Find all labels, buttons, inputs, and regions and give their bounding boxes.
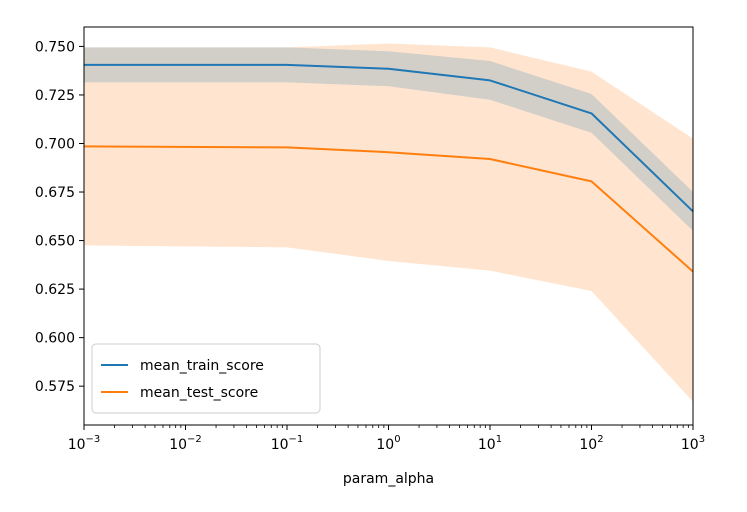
x-tick-label: 102 bbox=[579, 434, 603, 453]
line-mean_test_score bbox=[83, 145, 694, 273]
x-tick-label: 10−2 bbox=[169, 434, 202, 453]
legend: mean_train_score mean_test_score bbox=[91, 343, 321, 414]
y-tick-label: 0.750 bbox=[35, 39, 75, 55]
x-axis: 10−3 10−2 10−1 100 101 102 103 bbox=[68, 425, 705, 453]
x-tick-label: 10−1 bbox=[271, 434, 304, 453]
series-lines bbox=[83, 63, 694, 273]
band-mean_test_score bbox=[84, 43, 693, 402]
legend-label: mean_test_score bbox=[140, 385, 258, 401]
x-tick-label: 103 bbox=[681, 434, 705, 453]
legend-label: mean_train_score bbox=[140, 358, 264, 374]
x-tick-label: 100 bbox=[376, 434, 400, 453]
confidence-bands bbox=[84, 43, 693, 402]
band-mean_train_score bbox=[84, 47, 693, 231]
x-tick-label: 10−3 bbox=[68, 434, 101, 453]
y-tick-label: 0.650 bbox=[35, 234, 75, 250]
x-axis-label: param_alpha bbox=[343, 471, 434, 487]
x-tick-label: 101 bbox=[478, 434, 502, 453]
y-tick-label: 0.700 bbox=[35, 136, 75, 152]
y-tick-label: 0.600 bbox=[35, 331, 75, 347]
y-tick-label: 0.575 bbox=[35, 379, 75, 395]
legend-box bbox=[91, 343, 321, 414]
line-mean_train_score bbox=[84, 63, 694, 213]
y-tick-label: 0.625 bbox=[35, 282, 75, 298]
y-tick-label: 0.675 bbox=[35, 185, 75, 201]
y-axis: 0.575 0.600 0.625 0.650 0.675 0.700 0.725 0.750 bbox=[35, 39, 84, 395]
y-tick-label: 0.725 bbox=[35, 88, 75, 104]
